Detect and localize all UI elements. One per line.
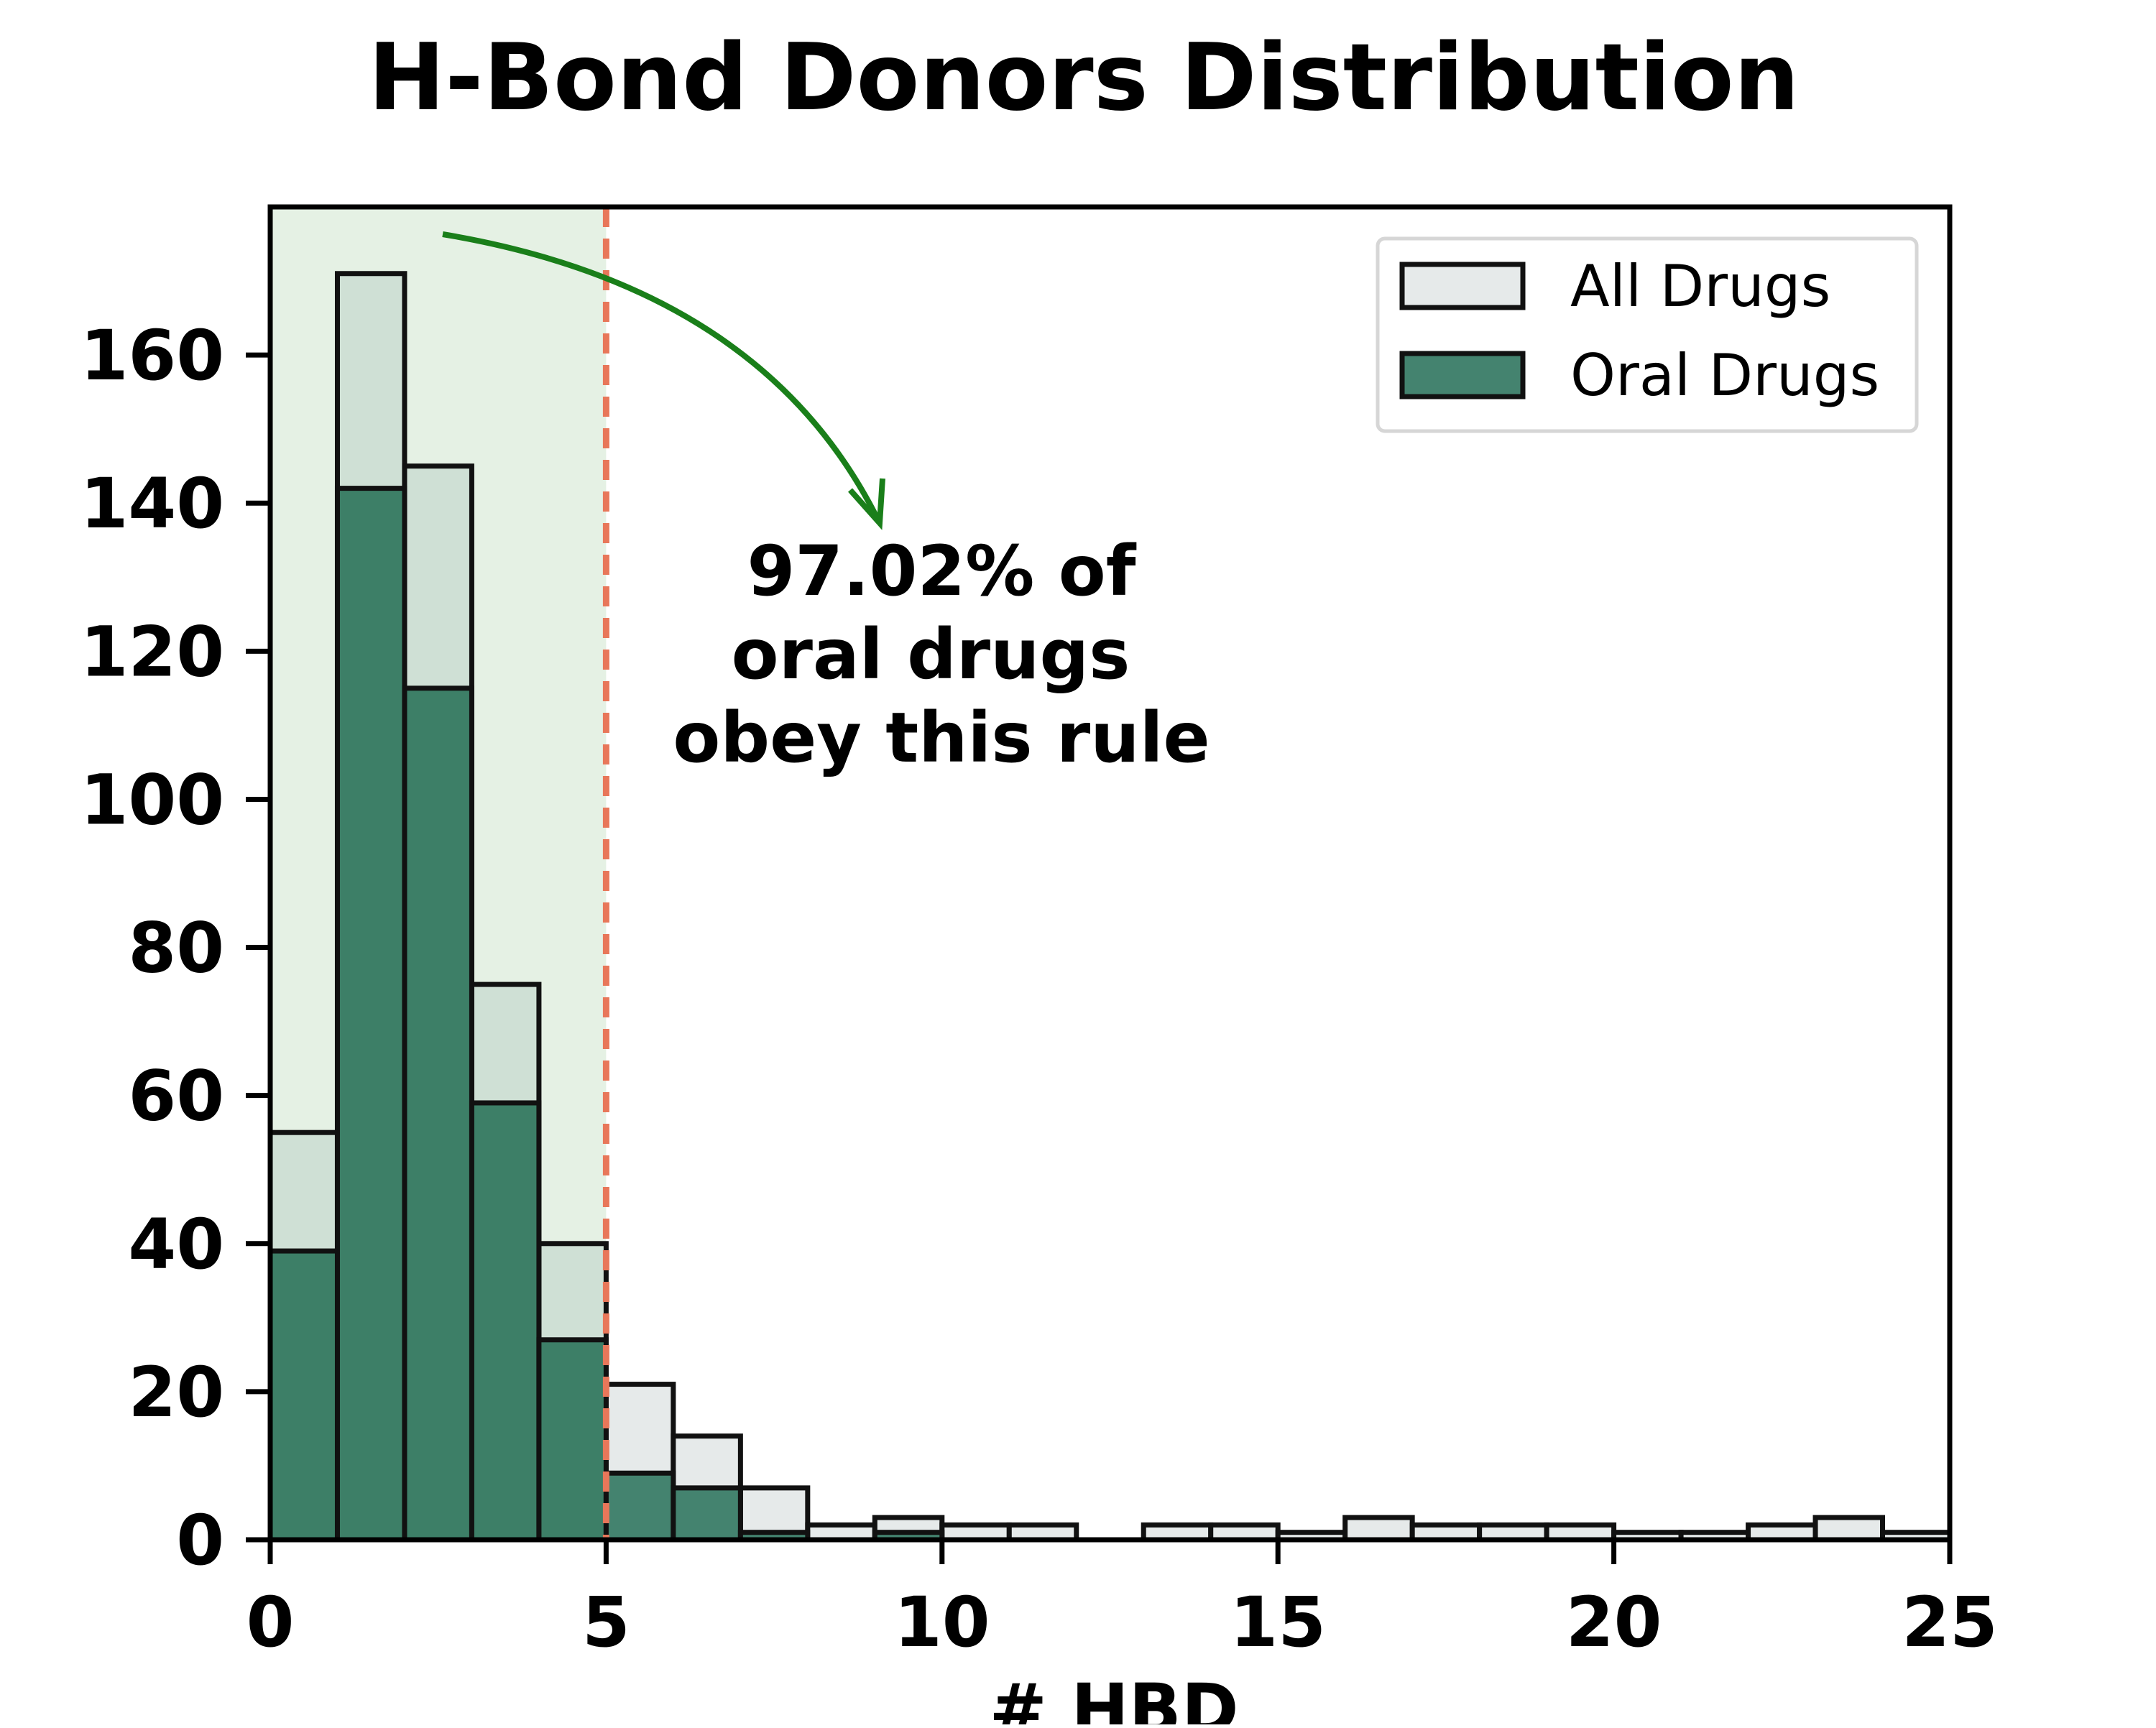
legend-swatch: [1399, 351, 1526, 399]
plot-frame: [267, 204, 1953, 1543]
legend: All Drugs Oral Drugs: [1376, 236, 1919, 433]
y-tick-label: 100: [80, 759, 224, 840]
legend-label: All Drugs: [1570, 253, 1830, 320]
bar-all-drugs: [1342, 1515, 1415, 1543]
annotation-arrow-shaft: [442, 231, 880, 520]
annotation-arrow-head: [848, 478, 885, 530]
chart-title: H-Bond Donors Distribution: [368, 24, 1800, 131]
bar-oral-drugs: [536, 1337, 609, 1543]
x-axis-label: # HBD: [989, 1669, 1238, 1724]
x-tick-label: 10: [894, 1582, 990, 1663]
x-axis-ticks: 0 5 10 15 20 25: [247, 1540, 1998, 1663]
bar-oral-drugs: [603, 1470, 676, 1543]
x-tick-label: 15: [1230, 1582, 1326, 1663]
bar-all-drugs: [1812, 1515, 1886, 1543]
legend-label: Oral Drugs: [1570, 342, 1879, 409]
x-tick-label: 25: [1902, 1582, 1998, 1663]
y-tick-label: 80: [128, 908, 224, 989]
y-axis-ticks: 0 20 40 60 80 100 120 140 160: [80, 315, 270, 1581]
y-tick-label: 60: [128, 1056, 224, 1137]
x-tick-label: 20: [1566, 1582, 1662, 1663]
plot-border: [267, 204, 1953, 1543]
annotation-line: 97.02% of: [747, 531, 1137, 611]
y-tick-label: 160: [80, 315, 224, 396]
legend-swatch: [1399, 262, 1526, 310]
annotation-line: obey this rule: [673, 698, 1210, 778]
bar-oral-drugs: [267, 1248, 340, 1543]
y-tick-label: 0: [176, 1500, 224, 1581]
y-tick-label: 120: [80, 611, 224, 692]
x-tick-label: 5: [582, 1582, 630, 1663]
y-tick-label: 140: [80, 463, 224, 544]
x-tick-label: 0: [247, 1582, 295, 1663]
bar-oral-drugs: [402, 685, 474, 1543]
bars: [267, 271, 1953, 1543]
y-tick-label: 20: [128, 1352, 224, 1433]
y-tick-label: 40: [128, 1204, 224, 1285]
bar-oral-drugs: [334, 486, 407, 1543]
annotation-line: oral drugs: [732, 614, 1130, 695]
bar-oral-drugs: [671, 1485, 743, 1543]
bar-oral-drugs: [469, 1100, 542, 1543]
